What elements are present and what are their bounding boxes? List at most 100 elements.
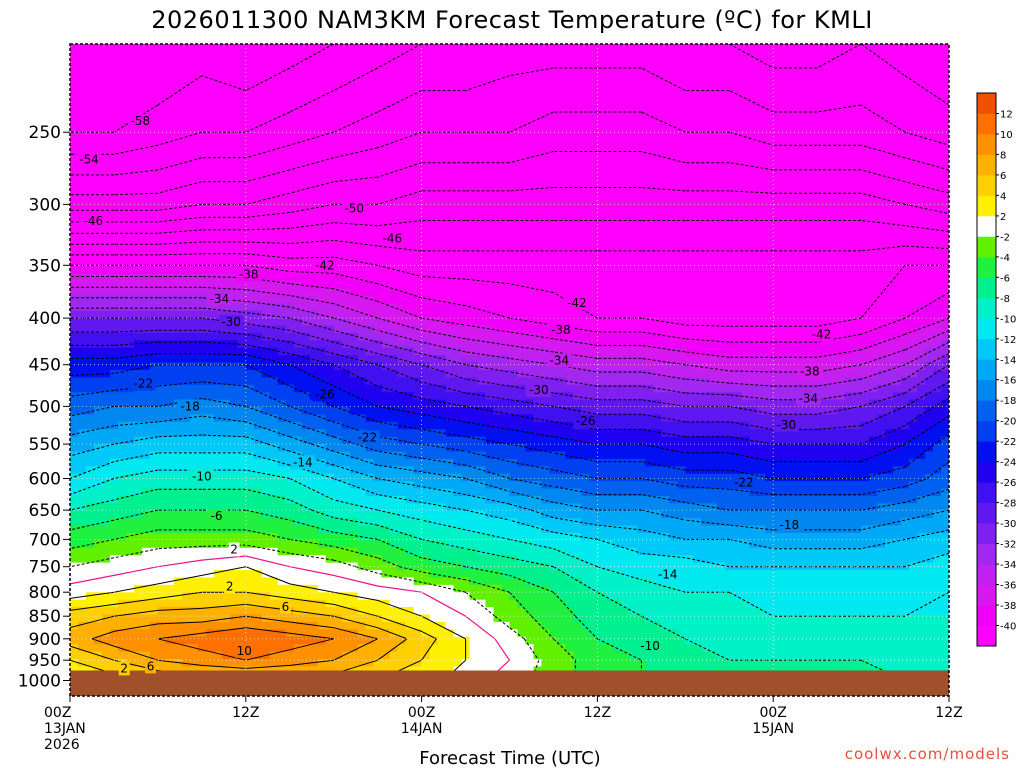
temperature-cell (845, 244, 854, 253)
temperature-cell (629, 95, 638, 104)
temperature-cell (893, 155, 902, 164)
temperature-cell (389, 44, 399, 53)
temperature-cell (637, 303, 646, 312)
temperature-cell (573, 310, 583, 319)
temperature-cell (237, 281, 247, 290)
temperature-cell (861, 347, 870, 356)
temperature-cell (525, 66, 535, 75)
temperature-cell (573, 199, 583, 208)
temperature-cell (437, 221, 447, 230)
temperature-cell (405, 177, 415, 186)
temperature-cell (461, 318, 471, 327)
temperature-cell (341, 347, 351, 356)
temperature-cell (261, 303, 271, 312)
temperature-cell (445, 177, 455, 186)
temperature-cell (813, 147, 822, 156)
temperature-cell (621, 81, 630, 90)
temperature-cell (597, 221, 606, 230)
temperature-cell (709, 103, 718, 112)
temperature-cell (669, 266, 678, 275)
temperature-cell (797, 132, 806, 141)
temperature-cell (805, 125, 814, 134)
temperature-cell (381, 118, 391, 127)
temperature-cell (517, 184, 527, 193)
temperature-cell (101, 310, 111, 319)
temperature-cell (589, 221, 598, 230)
temperature-cell (717, 355, 726, 364)
temperature-cell (549, 266, 559, 275)
temperature-cell (581, 347, 591, 356)
temperature-cell (213, 251, 223, 260)
temperature-cell (229, 288, 239, 297)
temperature-cell (325, 44, 335, 53)
temperature-cell (485, 177, 495, 186)
temperature-cell (421, 281, 431, 290)
temperature-cell (133, 44, 143, 53)
temperature-cell (541, 229, 551, 238)
temperature-cell (581, 221, 591, 230)
temperature-cell (229, 370, 239, 379)
temperature-cell (421, 236, 431, 245)
temperature-cell (789, 140, 798, 149)
temperature-cell (653, 229, 662, 238)
temperature-cell (725, 199, 734, 208)
temperature-cell (405, 73, 415, 82)
temperature-cell (461, 251, 471, 260)
temperature-cell (813, 132, 822, 141)
temperature-cell (77, 73, 87, 82)
temperature-cell (821, 199, 830, 208)
temperature-cell (717, 310, 726, 319)
temperature-cell (629, 266, 638, 275)
temperature-cell (829, 66, 838, 75)
temperature-cell (109, 155, 119, 164)
temperature-cell (845, 110, 854, 119)
temperature-cell (589, 332, 598, 341)
temperature-cell (405, 370, 415, 379)
temperature-cell (85, 258, 95, 267)
temperature-cell (501, 73, 511, 82)
temperature-cell (357, 118, 367, 127)
temperature-cell (645, 147, 654, 156)
temperature-cell (557, 177, 567, 186)
temperature-cell (941, 73, 949, 82)
temperature-cell (477, 51, 487, 60)
temperature-cell (461, 214, 471, 223)
temperature-cell (789, 125, 798, 134)
temperature-cell (901, 325, 910, 334)
temperature-cell (213, 140, 223, 149)
temperature-cell (365, 207, 375, 216)
temperature-cell (421, 332, 431, 341)
temperature-cell (613, 125, 622, 134)
temperature-cell (149, 95, 159, 104)
temperature-cell (885, 288, 894, 297)
temperature-cell (557, 95, 567, 104)
temperature-cell (317, 214, 327, 223)
temperature-cell (197, 318, 207, 327)
temperature-cell (405, 66, 415, 75)
temperature-cell (557, 281, 567, 290)
temperature-cell (109, 229, 119, 238)
temperature-cell (853, 140, 862, 149)
temperature-cell (365, 318, 375, 327)
temperature-cell (677, 273, 686, 282)
temperature-cell (717, 236, 726, 245)
temperature-cell (725, 125, 734, 134)
temperature-cell (165, 125, 175, 134)
temperature-cell (805, 169, 814, 178)
temperature-cell (549, 207, 559, 216)
temperature-cell (917, 155, 926, 164)
temperature-cell (237, 192, 247, 201)
temperature-cell (813, 58, 822, 67)
temperature-cell (381, 66, 391, 75)
temperature-cell (413, 332, 423, 341)
temperature-cell (669, 155, 678, 164)
temperature-cell (557, 214, 567, 223)
temperature-cell (733, 362, 742, 371)
temperature-cell (781, 88, 790, 97)
temperature-cell (405, 103, 415, 112)
temperature-cell (661, 155, 670, 164)
temperature-cell (469, 155, 479, 164)
temperature-cell (549, 66, 559, 75)
temperature-cell (717, 303, 726, 312)
temperature-cell (757, 184, 766, 193)
